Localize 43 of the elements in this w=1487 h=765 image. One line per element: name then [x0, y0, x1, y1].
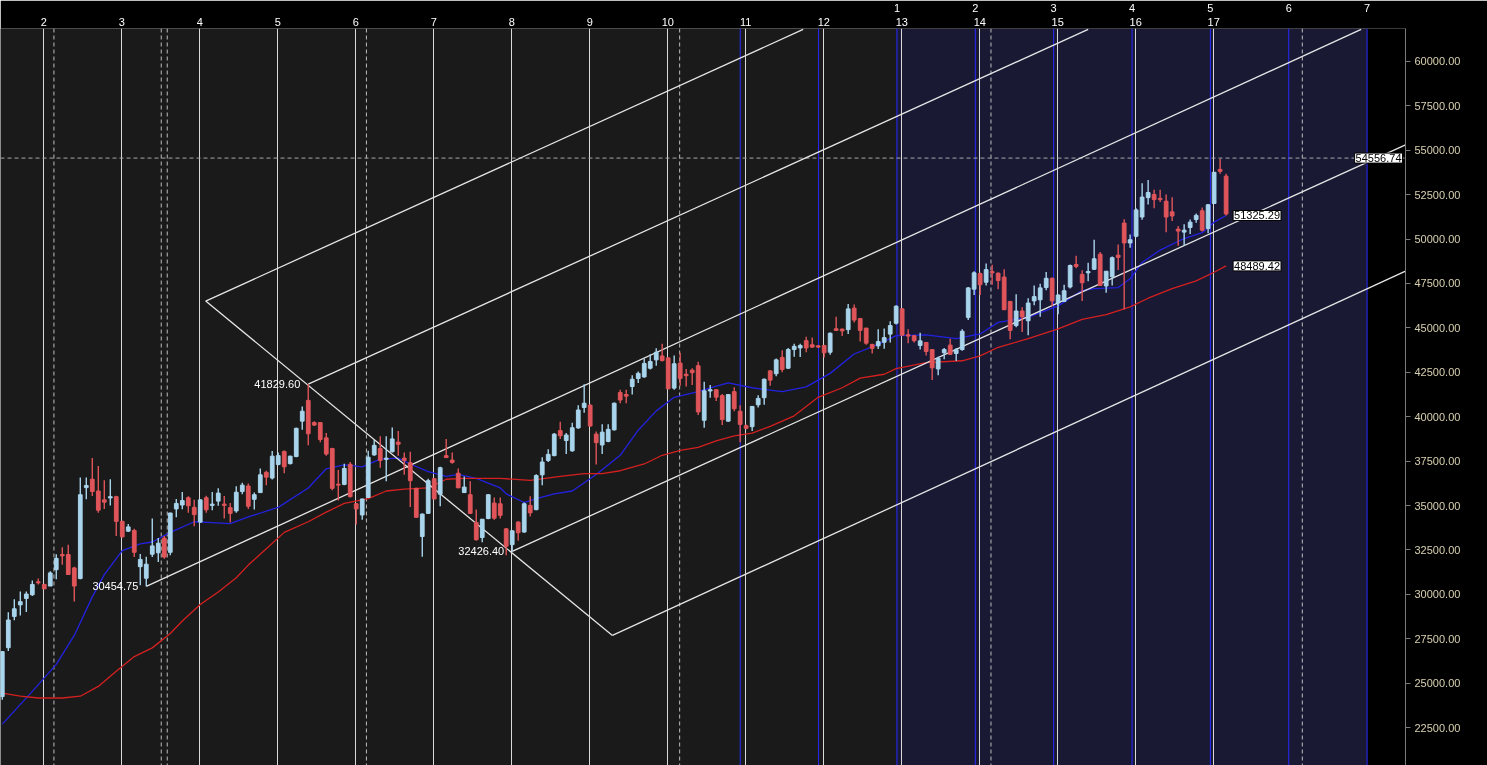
y-tick-label: 47500.00 — [1414, 277, 1461, 290]
data-label: 48489.42 — [1234, 259, 1281, 272]
x-tick-label: 11 — [740, 15, 752, 28]
y-tick-label: 52500.00 — [1414, 188, 1461, 201]
x-tick-label: 7 — [430, 15, 437, 28]
y-tick-label: 27500.00 — [1414, 632, 1461, 645]
y-tick-label: 30000.00 — [1414, 588, 1461, 601]
y-tick-label: 22500.00 — [1414, 721, 1461, 734]
x-tick-label: 6 — [352, 15, 359, 28]
data-label: 51325.29 — [1234, 209, 1281, 222]
x-tick-label: 13 — [895, 15, 908, 28]
ref-line-label: 54556.74 — [1355, 152, 1402, 165]
x2-tick-label: 1 — [893, 1, 901, 14]
x-tick-label: 14 — [973, 15, 986, 28]
y-tick-label: 60000.00 — [1414, 55, 1461, 68]
y-tick-label: 50000.00 — [1414, 233, 1461, 246]
x-tick-label: 12 — [817, 15, 830, 28]
y-tick-label: 57500.00 — [1414, 99, 1461, 112]
y-tick-label: 55000.00 — [1414, 144, 1461, 157]
x-tick-label: 16 — [1129, 15, 1142, 28]
x-tick-label: 5 — [274, 15, 281, 28]
annotation: 32426.40 — [458, 545, 505, 558]
y-tick-label: 32500.00 — [1414, 543, 1461, 556]
x2-tick-label: 7 — [1364, 1, 1371, 14]
x-tick-label: 17 — [1207, 15, 1220, 28]
x-tick-label: 10 — [661, 15, 674, 28]
x-tick-label: 4 — [196, 15, 203, 28]
x-tick-label: 15 — [1051, 15, 1064, 28]
x2-tick-label: 4 — [1128, 1, 1136, 14]
x2-tick-label: 3 — [1050, 1, 1057, 14]
y-tick-label: 42500.00 — [1414, 366, 1461, 379]
y-tick-label: 35000.00 — [1414, 499, 1461, 512]
x2-tick-label: 2 — [972, 1, 979, 14]
x2-tick-label: 6 — [1285, 1, 1292, 14]
y-tick-label: 25000.00 — [1414, 677, 1461, 690]
x-tick-label: 2 — [40, 15, 47, 28]
x-tick-label: 3 — [118, 15, 125, 28]
y-tick-label: 37500.00 — [1414, 455, 1461, 468]
x-tick-label: 9 — [586, 15, 593, 28]
y-tick-label: 45000.00 — [1414, 321, 1461, 334]
y-tick-label: 40000.00 — [1414, 410, 1461, 423]
x-tick-label: 8 — [508, 15, 515, 28]
x2-tick-label: 5 — [1207, 1, 1214, 14]
